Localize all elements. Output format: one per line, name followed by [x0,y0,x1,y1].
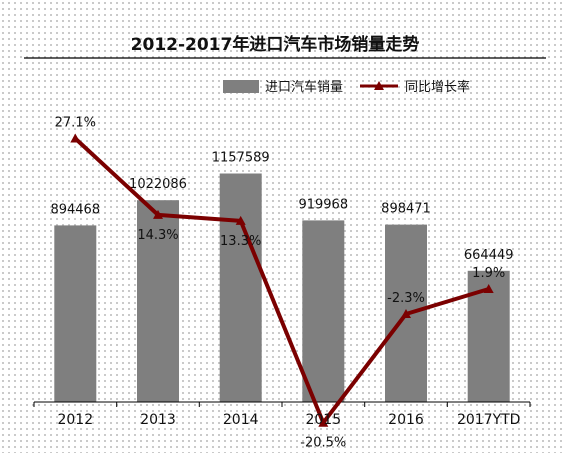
bar-2012 [54,225,97,402]
growth-value-label-2015: -20.5% [300,436,346,451]
bar-value-label-2013: 1022086 [129,177,187,192]
bar-value-label-2016: 898471 [381,202,431,217]
growth-value-label-2017YTD: 1.9% [472,266,505,281]
chart-title: 2012-2017年进口汽车市场销量走势 [131,34,420,55]
bar-labels-group: 894468 1022086 1157589 919968 898471 664449 [50,151,513,263]
bar-value-label-2015: 919968 [298,197,348,212]
bar-value-label-2017YTD: 664449 [464,248,514,263]
x-tick-label-2016: 2016 [388,412,424,428]
growth-marker-2012 [70,133,81,143]
growth-marker-2013 [153,209,163,219]
growth-marker-2015 [318,417,329,427]
legend: 进口汽车销量 同比增长率 [223,79,470,95]
bar-2015 [302,220,345,402]
bar-value-label-2014: 1157589 [212,151,270,166]
bars-group [54,173,510,402]
x-tick-label-2017YTD: 2017YTD [457,412,521,428]
x-tick-label-2012: 2012 [57,412,93,428]
legend-label-bar: 进口汽车销量 [265,79,343,95]
legend-label-line: 同比增长率 [405,79,470,95]
growth-value-label-2013: 14.3% [137,228,178,243]
x-tick-label-2013: 2013 [140,412,176,428]
growth-value-label-2016: -2.3% [387,291,425,306]
legend-swatch-bar [223,80,259,93]
x-axis-labels: 2012 2013 2014 2015 2016 2017YTD [57,412,520,428]
growth-line [73,137,490,425]
growth-marker-2014 [235,215,246,225]
bar-value-label-2012: 894468 [50,202,100,217]
bar-2014 [219,173,262,402]
growth-value-label-2012: 27.1% [55,116,96,131]
growth-labels-group: 27.1% 14.3% 13.3% -20.5% -2.3% 1.9% [55,116,506,451]
x-tick-label-2014: 2014 [223,412,259,428]
x-axis-ticks [33,402,531,407]
growth-line-group [70,133,494,427]
bar-2013 [137,200,179,402]
legend-swatch-marker [374,81,384,90]
growth-marker-2016 [401,309,411,318]
growth-value-label-2014: 13.3% [220,234,261,249]
x-tick-label-2015: 2015 [305,412,341,428]
growth-marker-2017YTD [483,284,494,293]
